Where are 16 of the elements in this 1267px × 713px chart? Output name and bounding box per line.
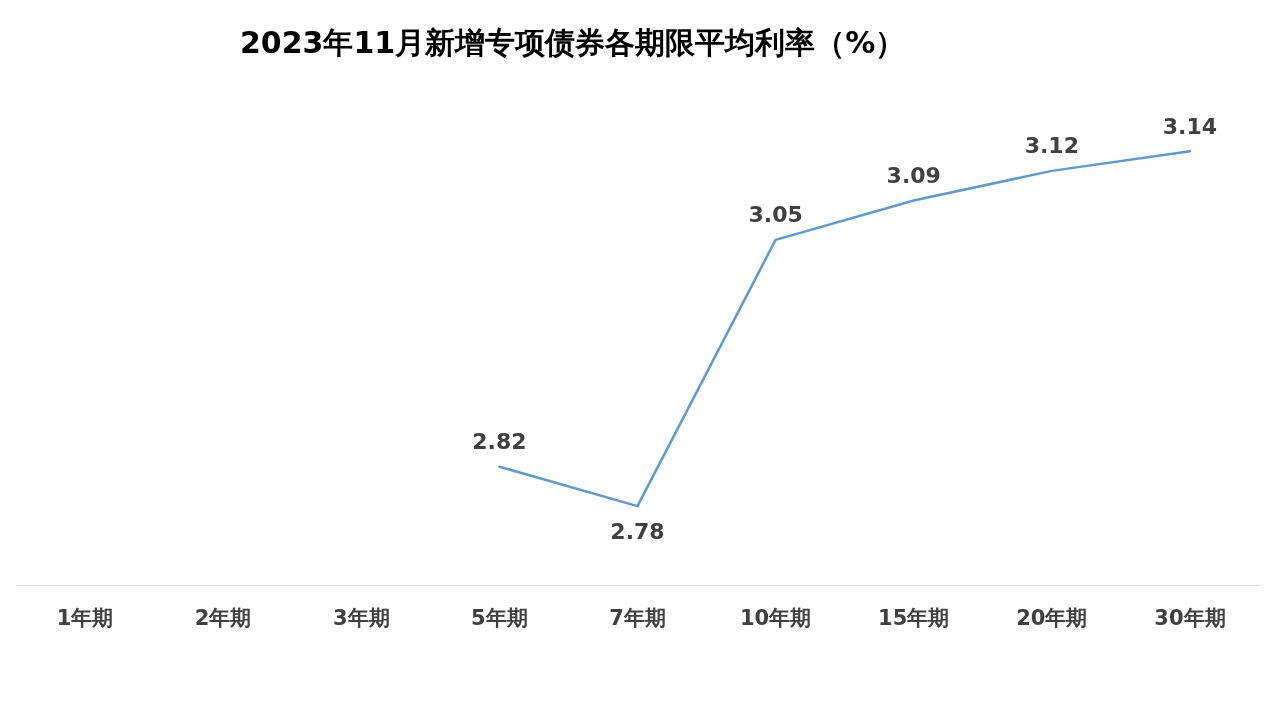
data-label: 3.12 xyxy=(1024,133,1079,159)
chart-title: 2023年11月新增专项债券各期限平均利率（%） xyxy=(240,24,906,60)
x-tick-label: 30年期 xyxy=(1154,605,1226,630)
x-tick-label: 10年期 xyxy=(739,605,812,630)
data-label: 2.78 xyxy=(610,518,665,544)
x-tick-label: 20年期 xyxy=(1016,605,1088,630)
data-label: 2.82 xyxy=(472,429,527,455)
x-tick-label: 5年期 xyxy=(471,605,528,630)
data-label: 3.05 xyxy=(748,202,803,228)
x-tick-label: 2年期 xyxy=(194,605,252,630)
x-tick-label: 3年期 xyxy=(332,605,390,630)
x-tick-label: 7年期 xyxy=(609,605,666,630)
data-label: 3.09 xyxy=(886,162,941,188)
x-tick-label: 1年期 xyxy=(56,605,114,630)
data-label: 3.14 xyxy=(1162,113,1218,139)
x-tick-label: 15年期 xyxy=(878,605,950,630)
